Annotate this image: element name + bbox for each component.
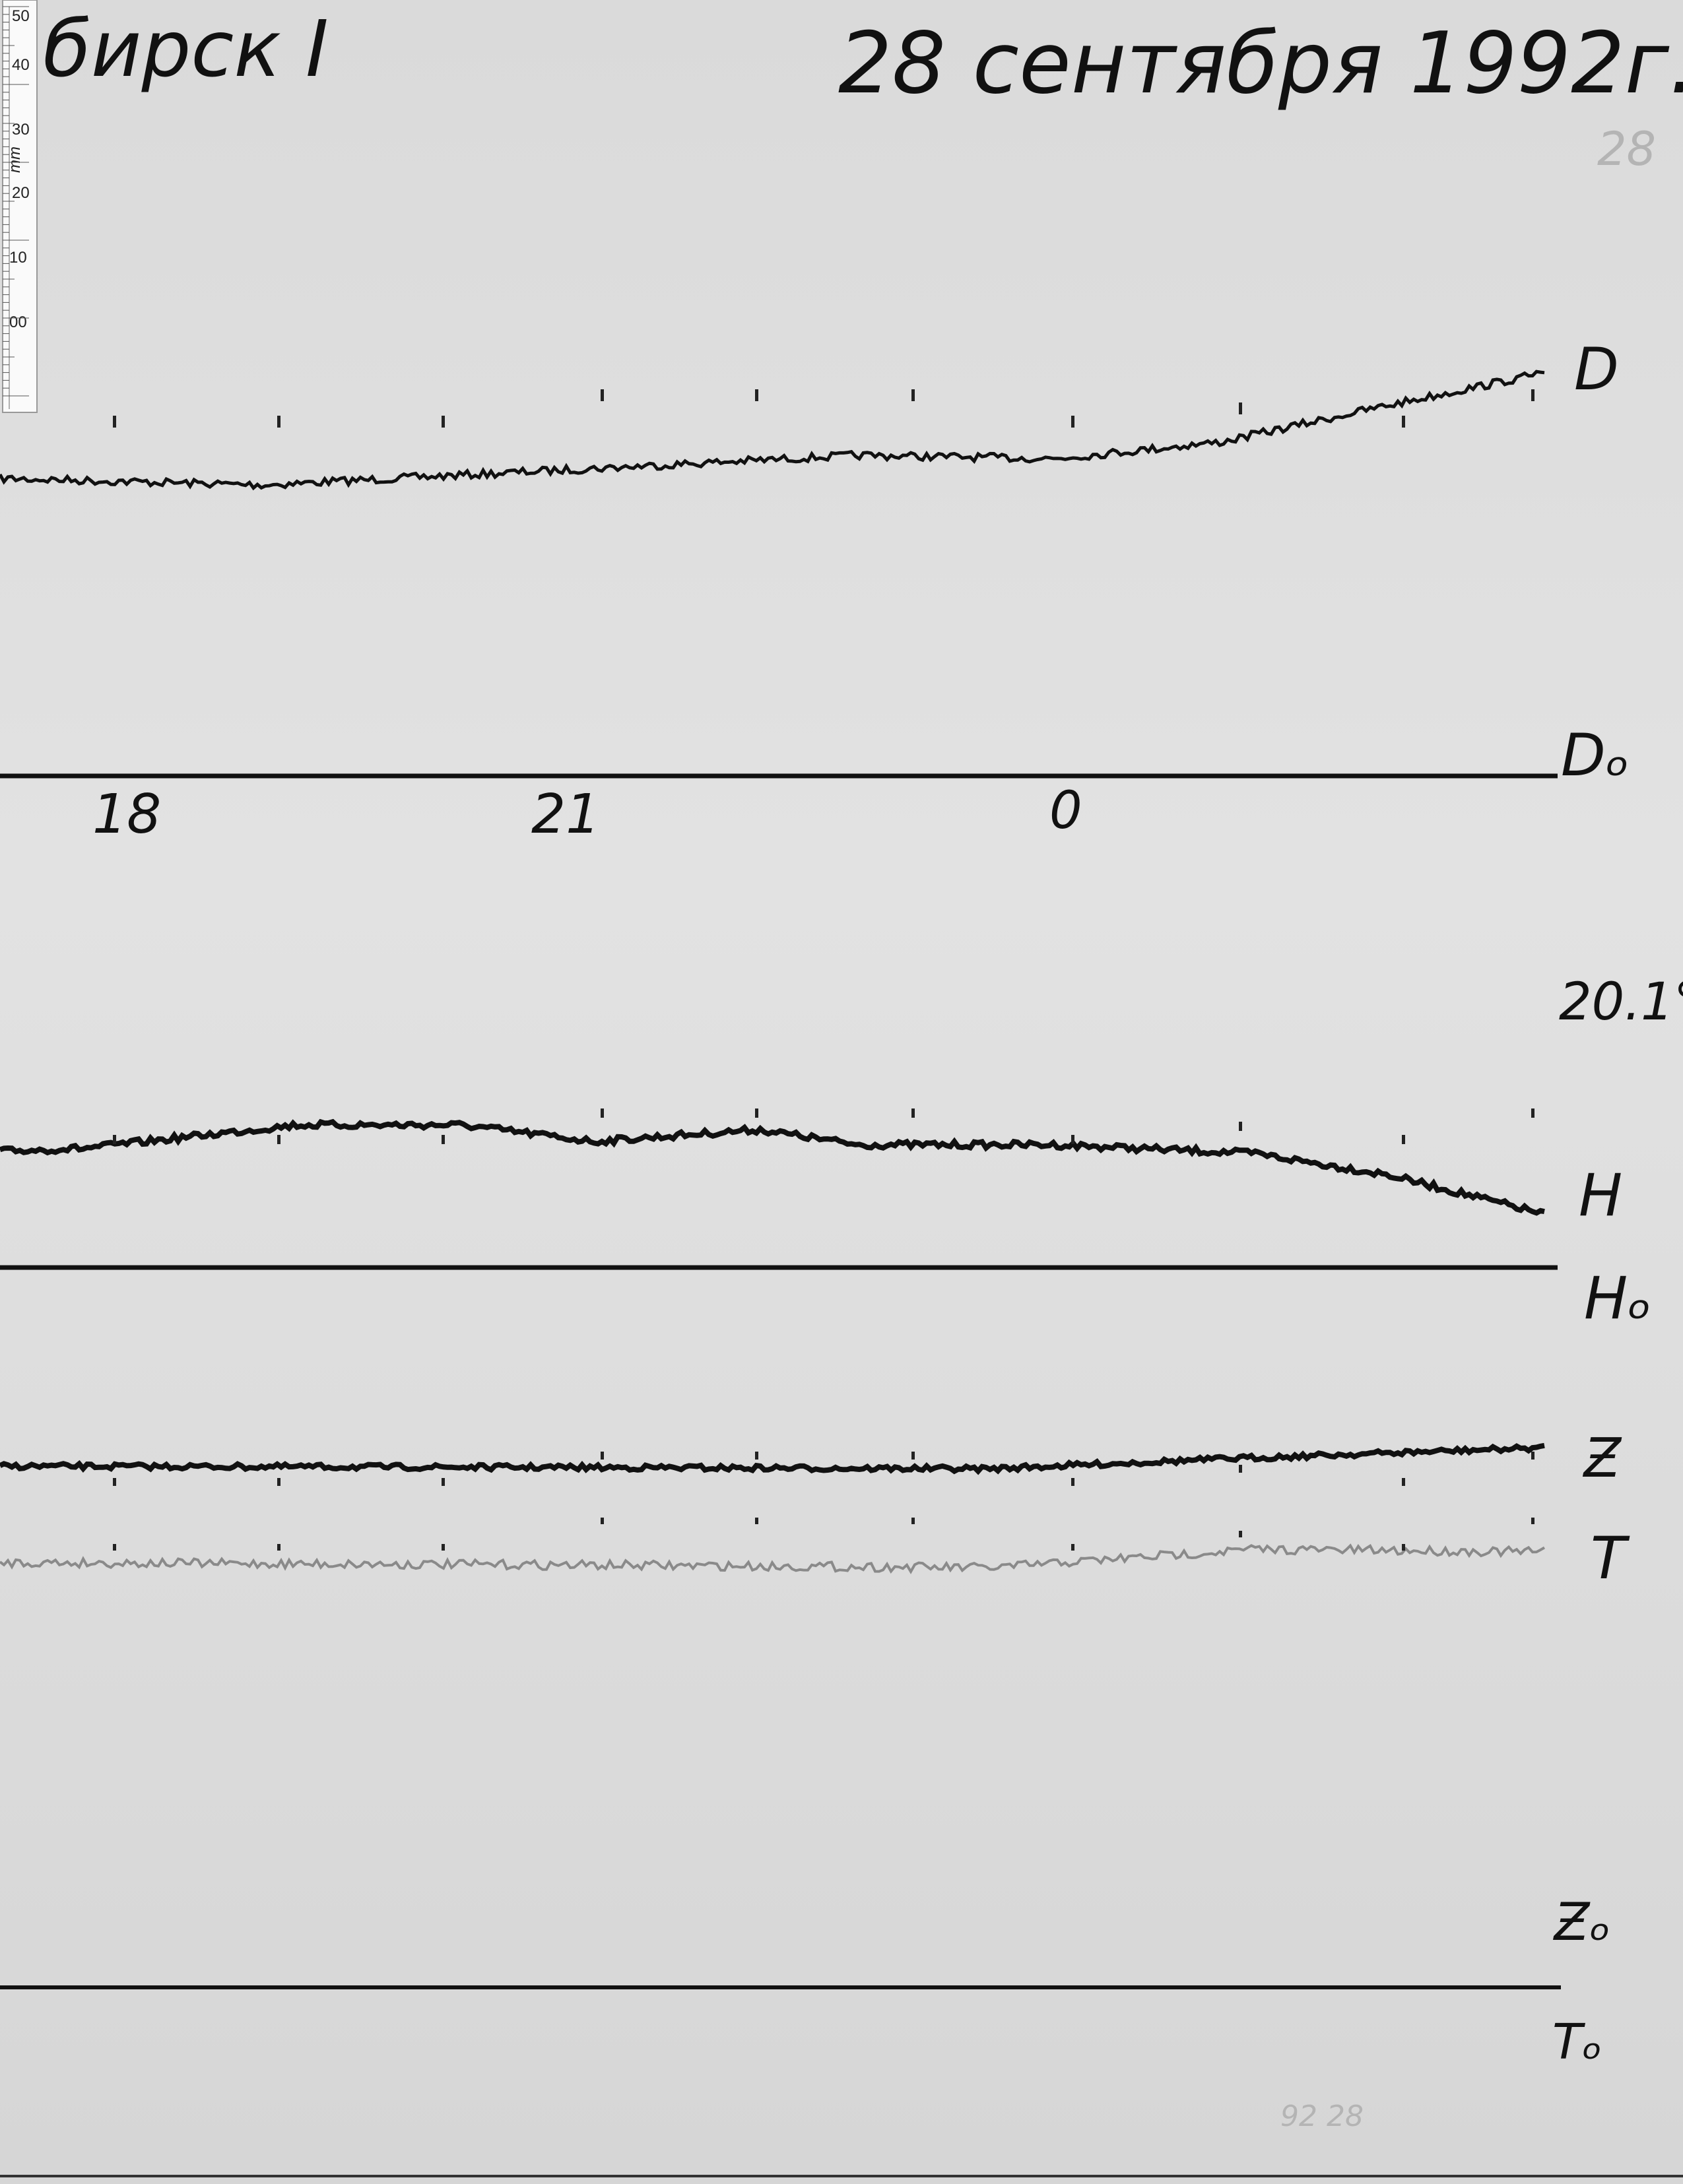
time-mark [113,416,116,428]
time-mark [1239,1531,1242,1537]
pencil-day-mark: 28 [1597,122,1656,176]
hour-label-21: 21 [531,783,600,846]
time-mark [1071,416,1074,428]
time-mark [911,1108,915,1118]
ruler-tick-label: 40 [12,56,30,74]
label-d0: Dₒ [1561,721,1630,789]
time-mark [1402,1478,1405,1486]
hour-label-18: 18 [92,783,161,846]
time-mark [755,1452,758,1460]
label-z0: Ƶₒ [1552,1893,1611,1952]
time-mark [1402,1135,1405,1144]
time-mark [755,389,758,401]
time-mark [113,1544,116,1551]
time-mark [601,1518,604,1524]
time-mark [1071,1135,1074,1144]
time-mark [1531,1452,1534,1460]
time-mark [1239,1465,1242,1473]
time-mark [277,1544,280,1551]
time-mark [442,1135,445,1144]
trace-z [0,1442,1545,1475]
time-mark [113,1478,116,1486]
ruler-tick-label: 30 [12,121,30,139]
label-t0: Tₒ [1552,2014,1602,2071]
label-z: Ƶ [1582,1427,1622,1490]
time-mark [442,1478,445,1486]
mm-ruler: 50 40 30 20 10 00 mm [2,0,38,413]
trace-t [0,1543,1546,1574]
time-mark [1531,389,1534,401]
time-mark [1531,1108,1534,1118]
time-mark [113,1135,116,1144]
record-date: 28 сентября 1992г. [838,15,1683,113]
time-mark [755,1108,758,1118]
time-mark [911,1518,915,1524]
time-mark [1402,1544,1405,1551]
time-mark [277,416,280,428]
trace-d [0,369,1545,491]
time-mark [1531,1518,1534,1524]
time-mark [911,389,915,401]
hour-time-marks [113,389,1534,1551]
time-mark [442,1544,445,1551]
time-mark [911,1452,915,1460]
time-mark [1239,1122,1242,1131]
hour-label-0: 0 [1049,781,1082,841]
time-mark [1071,1478,1074,1486]
ruler-tick-label: 20 [12,184,30,202]
trace-h [0,1118,1545,1216]
ruler-tick-label: 50 [12,7,30,25]
time-mark [1402,416,1405,428]
label-t: T [1591,1524,1630,1592]
temperature-label: 20.1°C [1559,973,1683,1032]
time-mark [601,1452,604,1460]
time-mark [277,1478,280,1486]
station-name: бирск I [43,3,329,94]
time-mark [601,389,604,401]
time-mark [601,1108,604,1118]
label-d: D [1574,335,1619,403]
time-mark [1239,402,1242,414]
pencil-bottom-mark: 92 28 [1280,2100,1364,2133]
ruler-unit: mm [6,146,24,173]
ruler-ticks [3,6,29,397]
label-h: H [1579,1161,1622,1229]
time-mark [755,1518,758,1524]
time-mark [1071,1544,1074,1551]
label-h0: Hₒ [1584,1264,1652,1332]
time-mark [442,416,445,428]
ruler-tick-label: 10 [9,249,27,267]
ruler-tick-label: 00 [9,313,27,331]
time-mark [277,1135,280,1144]
